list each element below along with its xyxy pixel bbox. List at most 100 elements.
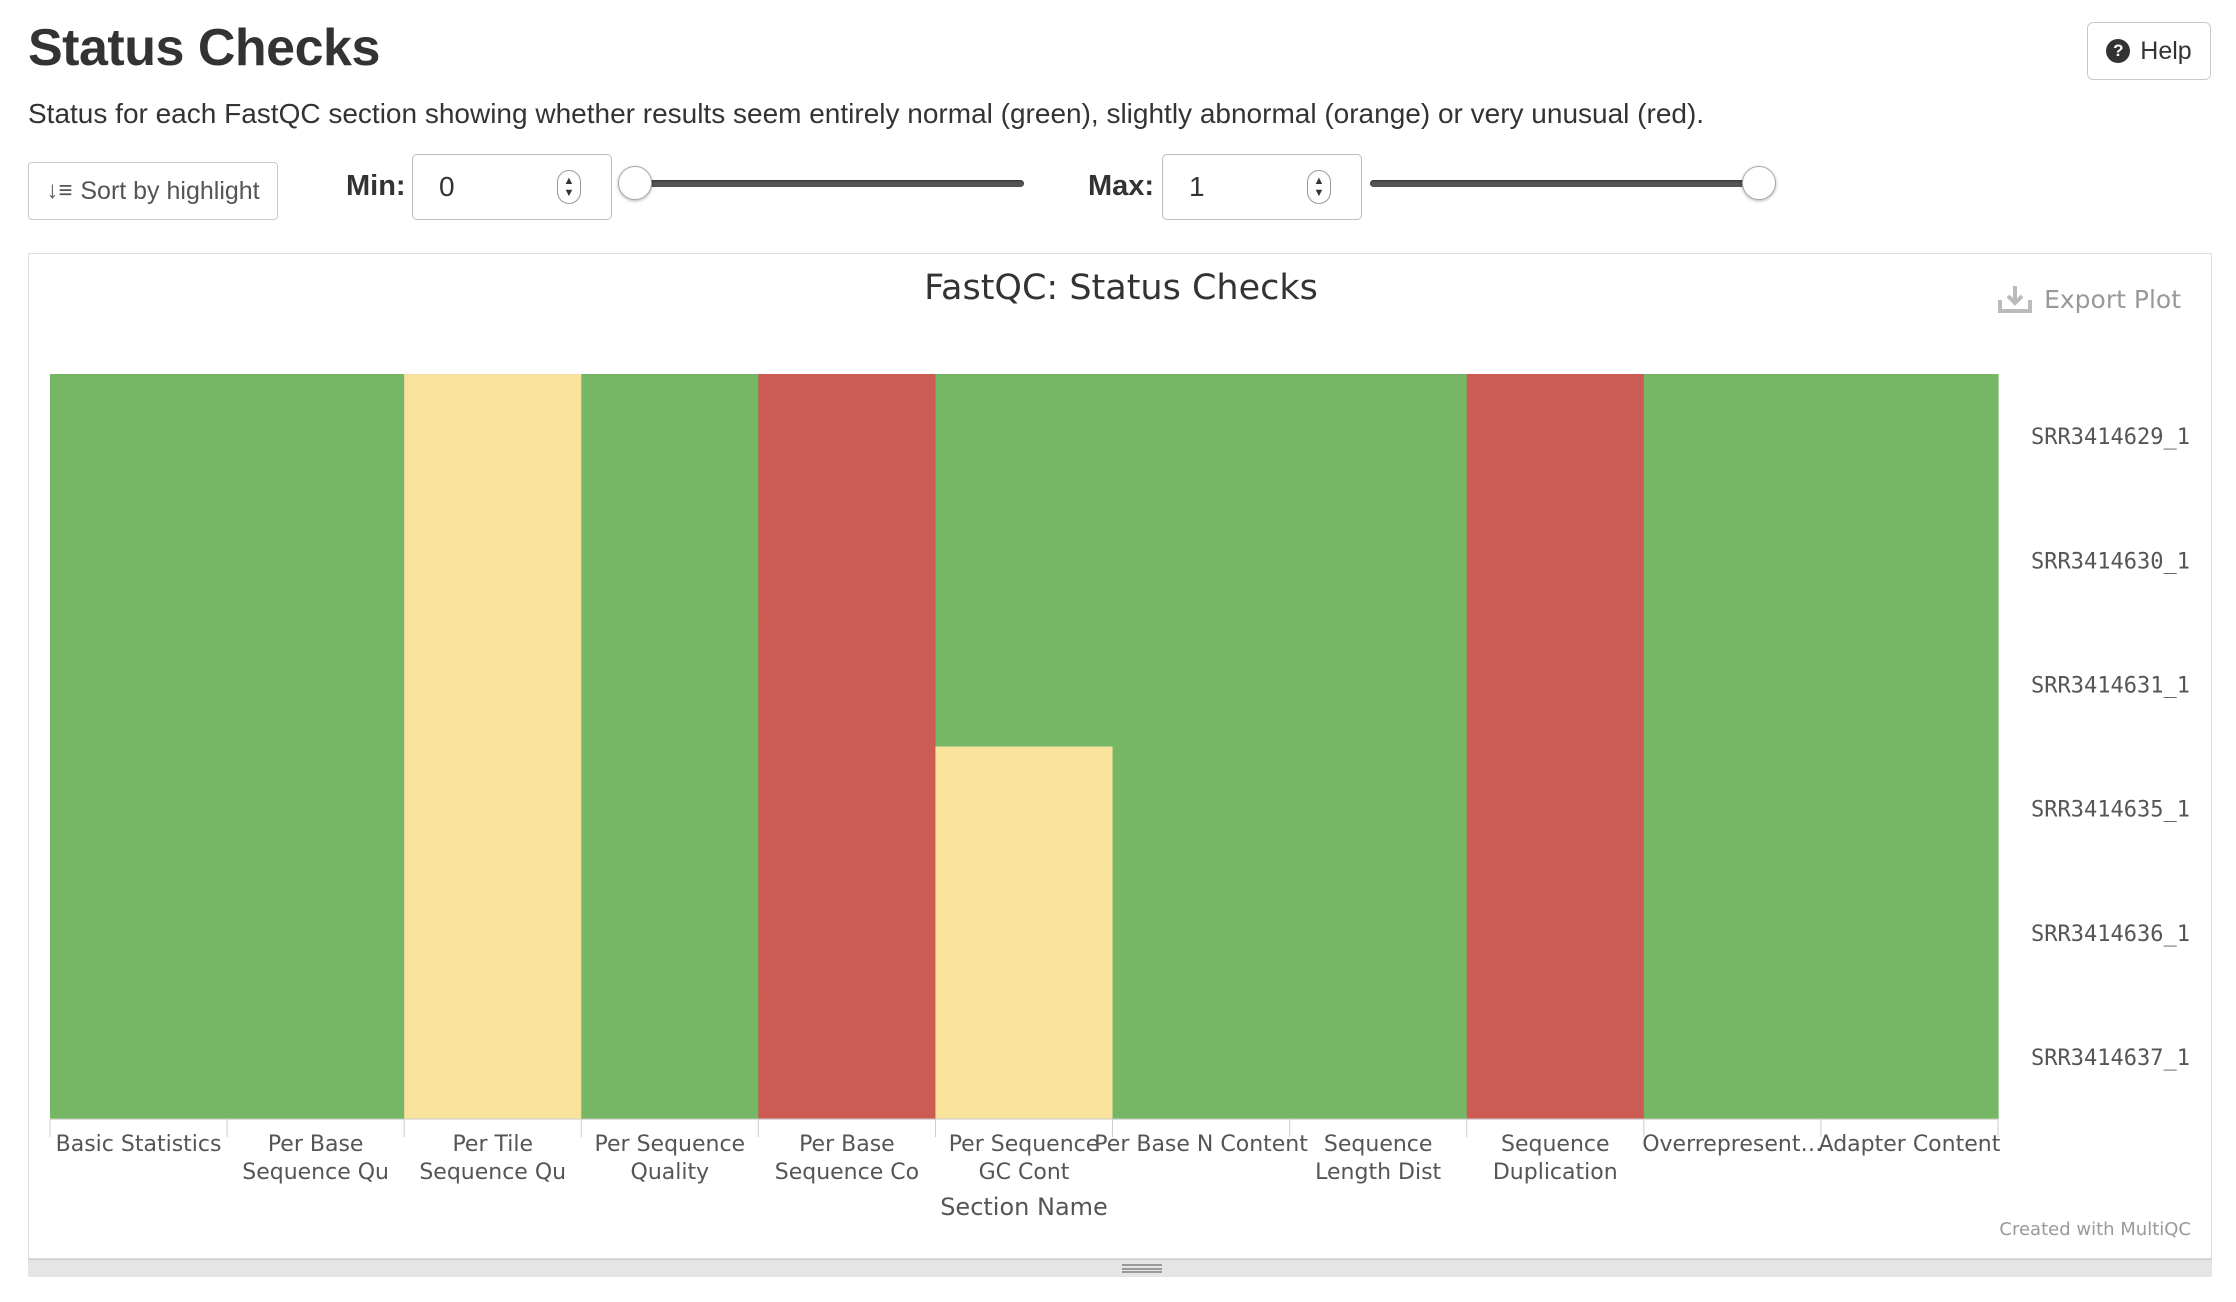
- max-slider[interactable]: [1370, 164, 1776, 204]
- heatmap-cell: [1643, 622, 1822, 748]
- heatmap-cell: [581, 498, 759, 623]
- x-tick-label: Sequence Length Dist: [1315, 1132, 1441, 1185]
- heatmap-cell: [935, 374, 1114, 499]
- question-circle-icon: ?: [2106, 39, 2131, 63]
- download-icon: [1998, 286, 2033, 313]
- heatmap-cell: [1820, 994, 1999, 1120]
- heatmap-cell: [758, 498, 937, 623]
- min-slider-handle[interactable]: [618, 166, 652, 200]
- heatmap-cell: [50, 498, 228, 623]
- x-tick-label: Per Sequence GC Cont: [949, 1132, 1100, 1185]
- heatmap-cell: [1820, 746, 1999, 872]
- heatmap-cell: [758, 374, 937, 499]
- resize-grip-icon: [1122, 1264, 1162, 1273]
- heatmap-cell: [758, 870, 937, 996]
- y-tick-label: SRR3414629_1: [2031, 425, 2190, 450]
- heatmap-cell: [935, 622, 1114, 748]
- y-tick-label: SRR3414631_1: [2031, 673, 2190, 698]
- heatmap-cell: [404, 746, 582, 872]
- min-input-wrapper: ▲▼: [412, 154, 612, 220]
- heatmap-cell: [581, 374, 759, 499]
- heatmap-cell: [1820, 870, 1999, 996]
- max-slider-handle[interactable]: [1742, 166, 1776, 200]
- heatmap-cell: [1289, 746, 1468, 872]
- heatmap-cell: [50, 870, 228, 996]
- heatmap-cell: [1112, 374, 1291, 499]
- heatmap-cell: [50, 994, 228, 1120]
- heatmap-cell: [1643, 498, 1822, 623]
- y-tick-label: SRR3414636_1: [2031, 922, 2190, 947]
- heatmap-cell: [1112, 870, 1291, 996]
- heatmap-cell: [404, 994, 582, 1120]
- plot-panel: FastQC: Status Checks Export Plot Basic …: [28, 253, 2212, 1259]
- heatmap-cell: [1466, 870, 1645, 996]
- heatmap-cell: [227, 622, 405, 748]
- export-plot-label: Export Plot: [2044, 284, 2181, 314]
- min-label: Min:: [346, 170, 406, 202]
- heatmap-cell: [1820, 374, 1999, 499]
- min-stepper[interactable]: ▲ ▼: [557, 170, 581, 204]
- heatmap-cell: [758, 746, 937, 872]
- min-slider-track: [618, 180, 1024, 187]
- heatmap-cell: [227, 498, 405, 623]
- chart-title: FastQC: Status Checks: [924, 268, 1318, 308]
- heatmap-cell: [1289, 374, 1468, 499]
- heatmap-cell: [935, 870, 1114, 996]
- x-tick-label: Per Base Sequence Co: [775, 1132, 919, 1185]
- plot-resize-handle[interactable]: [28, 1259, 2212, 1277]
- heatmap-cell: [935, 746, 1114, 872]
- heatmap-cell: [1466, 498, 1645, 623]
- y-tick-label: SRR3414635_1: [2031, 798, 2190, 823]
- status-heatmap: Basic Statistics Per Base Sequence Qu Per T…: [49, 374, 2190, 1221]
- heatmap-cell: [1643, 870, 1822, 996]
- y-tick-label: SRR3414630_1: [2031, 549, 2190, 574]
- sort-button-label: Sort by highlight: [80, 176, 260, 205]
- export-plot-button[interactable]: Export Plot: [1998, 284, 2181, 314]
- heatmap-cell: [581, 746, 759, 872]
- sort-amount-icon: ↓≡: [46, 177, 73, 204]
- min-slider[interactable]: [618, 164, 1024, 204]
- x-tick-label: Adapter Content: [1819, 1132, 2001, 1157]
- x-tick-label: Per Tile Sequence Qu: [419, 1132, 566, 1185]
- heatmap-cell: [1643, 994, 1822, 1120]
- heatmap-cell: [1112, 498, 1291, 623]
- heatmap-cell: [1466, 746, 1645, 872]
- heatmap-cell: [1820, 622, 1999, 748]
- heatmap-cell: [935, 994, 1114, 1120]
- heatmap-cell: [758, 622, 937, 748]
- max-stepper[interactable]: ▲ ▼: [1307, 170, 1331, 204]
- max-label: Max:: [1088, 170, 1155, 202]
- heatmap-cell: [581, 622, 759, 748]
- x-tick-label: Sequence Duplication: [1493, 1132, 1618, 1185]
- heatmap-cell: [581, 870, 759, 996]
- heatmap-cell: [1466, 994, 1645, 1120]
- heatmap-cell: [50, 746, 228, 872]
- max-input-wrapper: ▲▼: [1162, 154, 1362, 220]
- sort-by-highlight-button[interactable]: ↓≡ Sort by highlight: [28, 162, 278, 220]
- heatmap-cell: [1643, 374, 1822, 499]
- heatmap-cell: [404, 498, 582, 623]
- heatmap-cell: [1289, 498, 1468, 623]
- page-title: Status Checks: [28, 19, 380, 77]
- heatmap-cell: [1112, 994, 1291, 1120]
- heatmap-cell: [1289, 622, 1468, 748]
- heatmap-cell: [1112, 622, 1291, 748]
- heatmap-cell: [227, 870, 405, 996]
- help-button-label: Help: [2140, 36, 2192, 65]
- heatmap-cell: [50, 374, 228, 499]
- heatmap-cell: [404, 622, 582, 748]
- heatmap-cell: [404, 374, 582, 499]
- x-axis-title: Section Name: [940, 1193, 1108, 1221]
- heatmap-cell: [227, 994, 405, 1120]
- heatmap-cell: [935, 498, 1114, 623]
- y-tick-label: SRR3414637_1: [2031, 1046, 2190, 1071]
- x-tick-label: Per Sequence Quality: [595, 1132, 746, 1185]
- heatmap-cell: [50, 622, 228, 748]
- section-description: Status for each FastQC section showing w…: [28, 98, 1705, 129]
- heatmap-cell: [227, 746, 405, 872]
- help-button[interactable]: ? Help: [2087, 22, 2211, 80]
- heatmap-cell: [1466, 622, 1645, 748]
- max-slider-track: [1370, 180, 1776, 187]
- heatmap-cell: [1289, 994, 1468, 1120]
- multiqc-credit: Created with MultiQC: [1999, 1219, 2191, 1240]
